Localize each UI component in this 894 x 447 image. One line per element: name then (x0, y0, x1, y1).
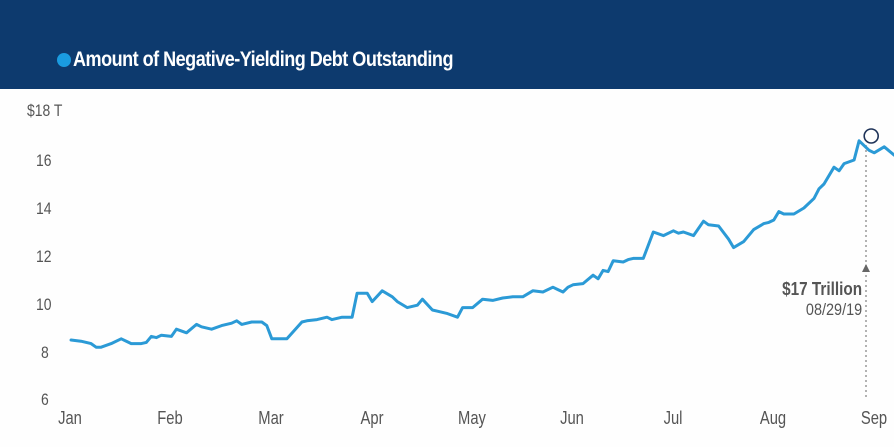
x-tick-label: Jul (663, 408, 683, 428)
y-tick-label: $18 T (27, 101, 63, 120)
y-tick-label: 6 (41, 390, 49, 409)
legend-label: Amount of Negative-Yielding Debt Outstan… (73, 48, 453, 71)
annotation-date: 08/29/19 (805, 300, 862, 319)
legend-dot-icon (57, 53, 71, 67)
annotation-value: $17 Trillion (782, 279, 862, 299)
y-tick-label: 16 (36, 151, 52, 170)
peak-marker-icon (863, 128, 880, 144)
annotation-arrow-icon (862, 264, 870, 272)
x-tick-label: Apr (360, 408, 384, 428)
legend: Amount of Negative-Yielding Debt Outstan… (57, 48, 515, 72)
plot-area (0, 89, 894, 447)
x-tick-label: Aug (759, 408, 787, 428)
x-tick-label: Mar (258, 408, 284, 428)
x-tick-label: Feb (157, 408, 183, 428)
y-tick-label: 12 (36, 247, 52, 266)
y-tick-label: 14 (36, 199, 52, 218)
x-tick-label: May (458, 408, 486, 428)
series-line (69, 139, 894, 349)
y-tick-label: 8 (41, 343, 49, 362)
x-tick-label: Jan (58, 408, 82, 428)
x-tick-label: Jun (560, 408, 584, 428)
x-tick-label: Sep (860, 408, 888, 428)
chart-header: Amount of Negative-Yielding Debt Outstan… (0, 0, 894, 89)
y-tick-label: 10 (36, 295, 52, 314)
